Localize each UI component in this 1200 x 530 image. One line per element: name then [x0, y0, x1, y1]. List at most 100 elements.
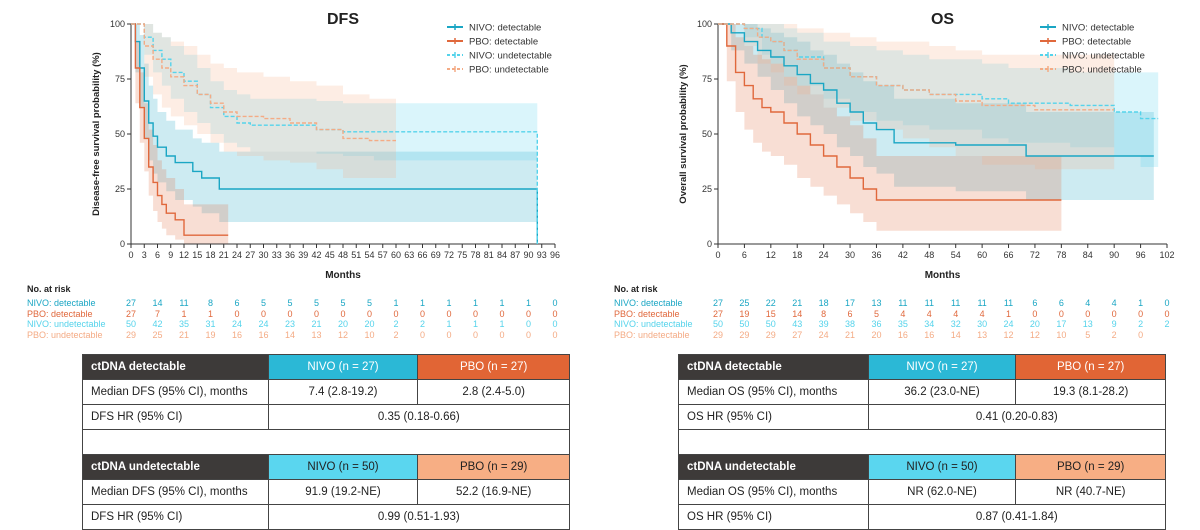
risk-value: 32 [950, 319, 961, 329]
risk-value: 25 [739, 298, 750, 308]
risk-value: 0 [1111, 308, 1117, 319]
risk-value: 2 [1111, 329, 1117, 340]
risk-value: 10 [364, 329, 375, 340]
risk-value: 0 [1085, 308, 1091, 319]
risk-value: 1 [446, 319, 452, 329]
chart-title: DFS [327, 11, 359, 28]
dfs-undetectable-hr-value: 0.99 (0.51-1.93) [267, 504, 571, 530]
risk-value: 5 [287, 298, 293, 308]
risk-table-title: No. at risk [614, 284, 658, 294]
x-tick-label: 36 [285, 250, 295, 260]
risk-value: 11 [977, 298, 987, 308]
dfs-undetectable-hr-label: DFS HR (95% CI) [82, 504, 269, 530]
os-undetectable-hr-label: OS HR (95% CI) [678, 504, 869, 530]
risk-value: 9 [1111, 319, 1117, 329]
risk-value: 0 [234, 308, 240, 319]
risk-value: 4 [979, 308, 985, 319]
risk-value: 16 [258, 329, 269, 340]
x-tick-label: 96 [1136, 250, 1146, 260]
risk-value: 5 [873, 308, 879, 319]
x-tick-label: 21 [219, 250, 229, 260]
risk-value: 11 [924, 298, 934, 308]
ci-band-nivo-undetectable [718, 24, 1159, 167]
risk-value: 25 [152, 329, 163, 340]
x-tick-label: 90 [1109, 250, 1119, 260]
legend-label: PBO: undetectable [1062, 65, 1142, 76]
risk-value: 20 [1029, 319, 1040, 329]
risk-value: 11 [898, 298, 908, 308]
risk-value: 50 [765, 319, 776, 329]
x-tick-label: 18 [792, 250, 802, 260]
risk-value: 1 [207, 308, 213, 319]
os-chart: OS 0 25 50 75 100 0 6 12 18 24 30 36 42 48 54 60 66 72 78 84… [678, 11, 1175, 281]
risk-value: 38 [845, 319, 856, 329]
risk-value: 24 [231, 319, 242, 329]
risk-value: 29 [739, 329, 750, 340]
os-detectable-hr-value: 0.41 (0.20-0.83) [867, 404, 1167, 430]
x-tick-label: 0 [128, 250, 133, 260]
risk-value: 0 [419, 308, 425, 319]
risk-value: 14 [152, 298, 163, 308]
risk-row-label: PBO: detectable [614, 308, 680, 319]
chart-title: OS [931, 11, 954, 28]
x-tick-label: 54 [364, 250, 374, 260]
y-tick-label: 25 [702, 184, 712, 194]
ci-band-pbo-undetectable [131, 24, 396, 178]
x-tick-label: 54 [951, 250, 961, 260]
risk-value: 30 [977, 319, 988, 329]
risk-value: 17 [1056, 319, 1067, 329]
risk-value: 0 [419, 329, 425, 340]
risk-value: 1 [446, 298, 452, 308]
os-undetectable-median-pbo: NR (40.7-NE) [1015, 479, 1166, 505]
risk-value: 24 [258, 319, 269, 329]
x-axis-label: Months [925, 270, 961, 281]
risk-value: 24 [818, 329, 829, 340]
legend-label: NIVO: detectable [1062, 23, 1134, 34]
risk-value: 2 [1138, 319, 1144, 329]
risk-row-label: NIVO: detectable [27, 298, 96, 308]
risk-value: 0 [552, 329, 558, 340]
x-tick-label: 66 [417, 250, 427, 260]
risk-row-label: PBO: undetectable [27, 329, 103, 340]
x-tick-label: 9 [168, 250, 173, 260]
risk-value: 0 [313, 308, 319, 319]
x-tick-label: 51 [351, 250, 361, 260]
risk-value: 1 [499, 319, 505, 329]
x-tick-label: 6 [742, 250, 747, 260]
risk-value: 0 [1164, 298, 1170, 308]
x-tick-label: 33 [272, 250, 282, 260]
risk-value: 1 [1006, 308, 1012, 319]
risk-value: 1 [1138, 298, 1144, 308]
risk-value: 39 [818, 319, 829, 329]
risk-value: 17 [845, 298, 856, 308]
x-tick-label: 24 [819, 250, 829, 260]
risk-value: 4 [1085, 298, 1091, 308]
os-undetectable-hr-value: 0.87 (0.41-1.84) [867, 504, 1167, 530]
y-axis-label: Overall survival probability (%) [678, 64, 689, 203]
x-tick-label: 45 [325, 250, 335, 260]
risk-value: 34 [924, 319, 935, 329]
risk-value: 2 [393, 319, 399, 329]
risk-value: 7 [154, 308, 160, 319]
os-detectable-median-pbo: 19.3 (8.1-28.2) [1015, 379, 1166, 405]
risk-value: 0 [446, 329, 452, 340]
risk-value: 0 [1138, 329, 1144, 340]
risk-value: 13 [1082, 319, 1093, 329]
risk-value: 29 [765, 329, 776, 340]
risk-value: 4 [926, 308, 932, 319]
dfs-detectable-nivo-header: NIVO (n = 27) [267, 354, 419, 380]
km-line-pbo-undetectable [131, 23, 396, 142]
risk-value: 14 [284, 329, 295, 340]
x-tick-label: 69 [431, 250, 441, 260]
dfs-detectable-header: ctDNA detectable [82, 354, 269, 380]
dfs-detectable-pbo-header: PBO (n = 27) [417, 354, 570, 380]
risk-value: 0 [472, 308, 478, 319]
x-tick-label: 0 [715, 250, 720, 260]
x-tick-label: 30 [845, 250, 855, 260]
risk-value: 21 [792, 298, 803, 308]
y-tick-label: 50 [115, 129, 125, 139]
x-tick-label: 39 [298, 250, 308, 260]
x-tick-label: 15 [192, 250, 202, 260]
ci-band-nivo-detectable [131, 24, 538, 222]
os-summary-table: ctDNA detectable NIVO (n = 27) PBO (n = … [678, 354, 1167, 530]
